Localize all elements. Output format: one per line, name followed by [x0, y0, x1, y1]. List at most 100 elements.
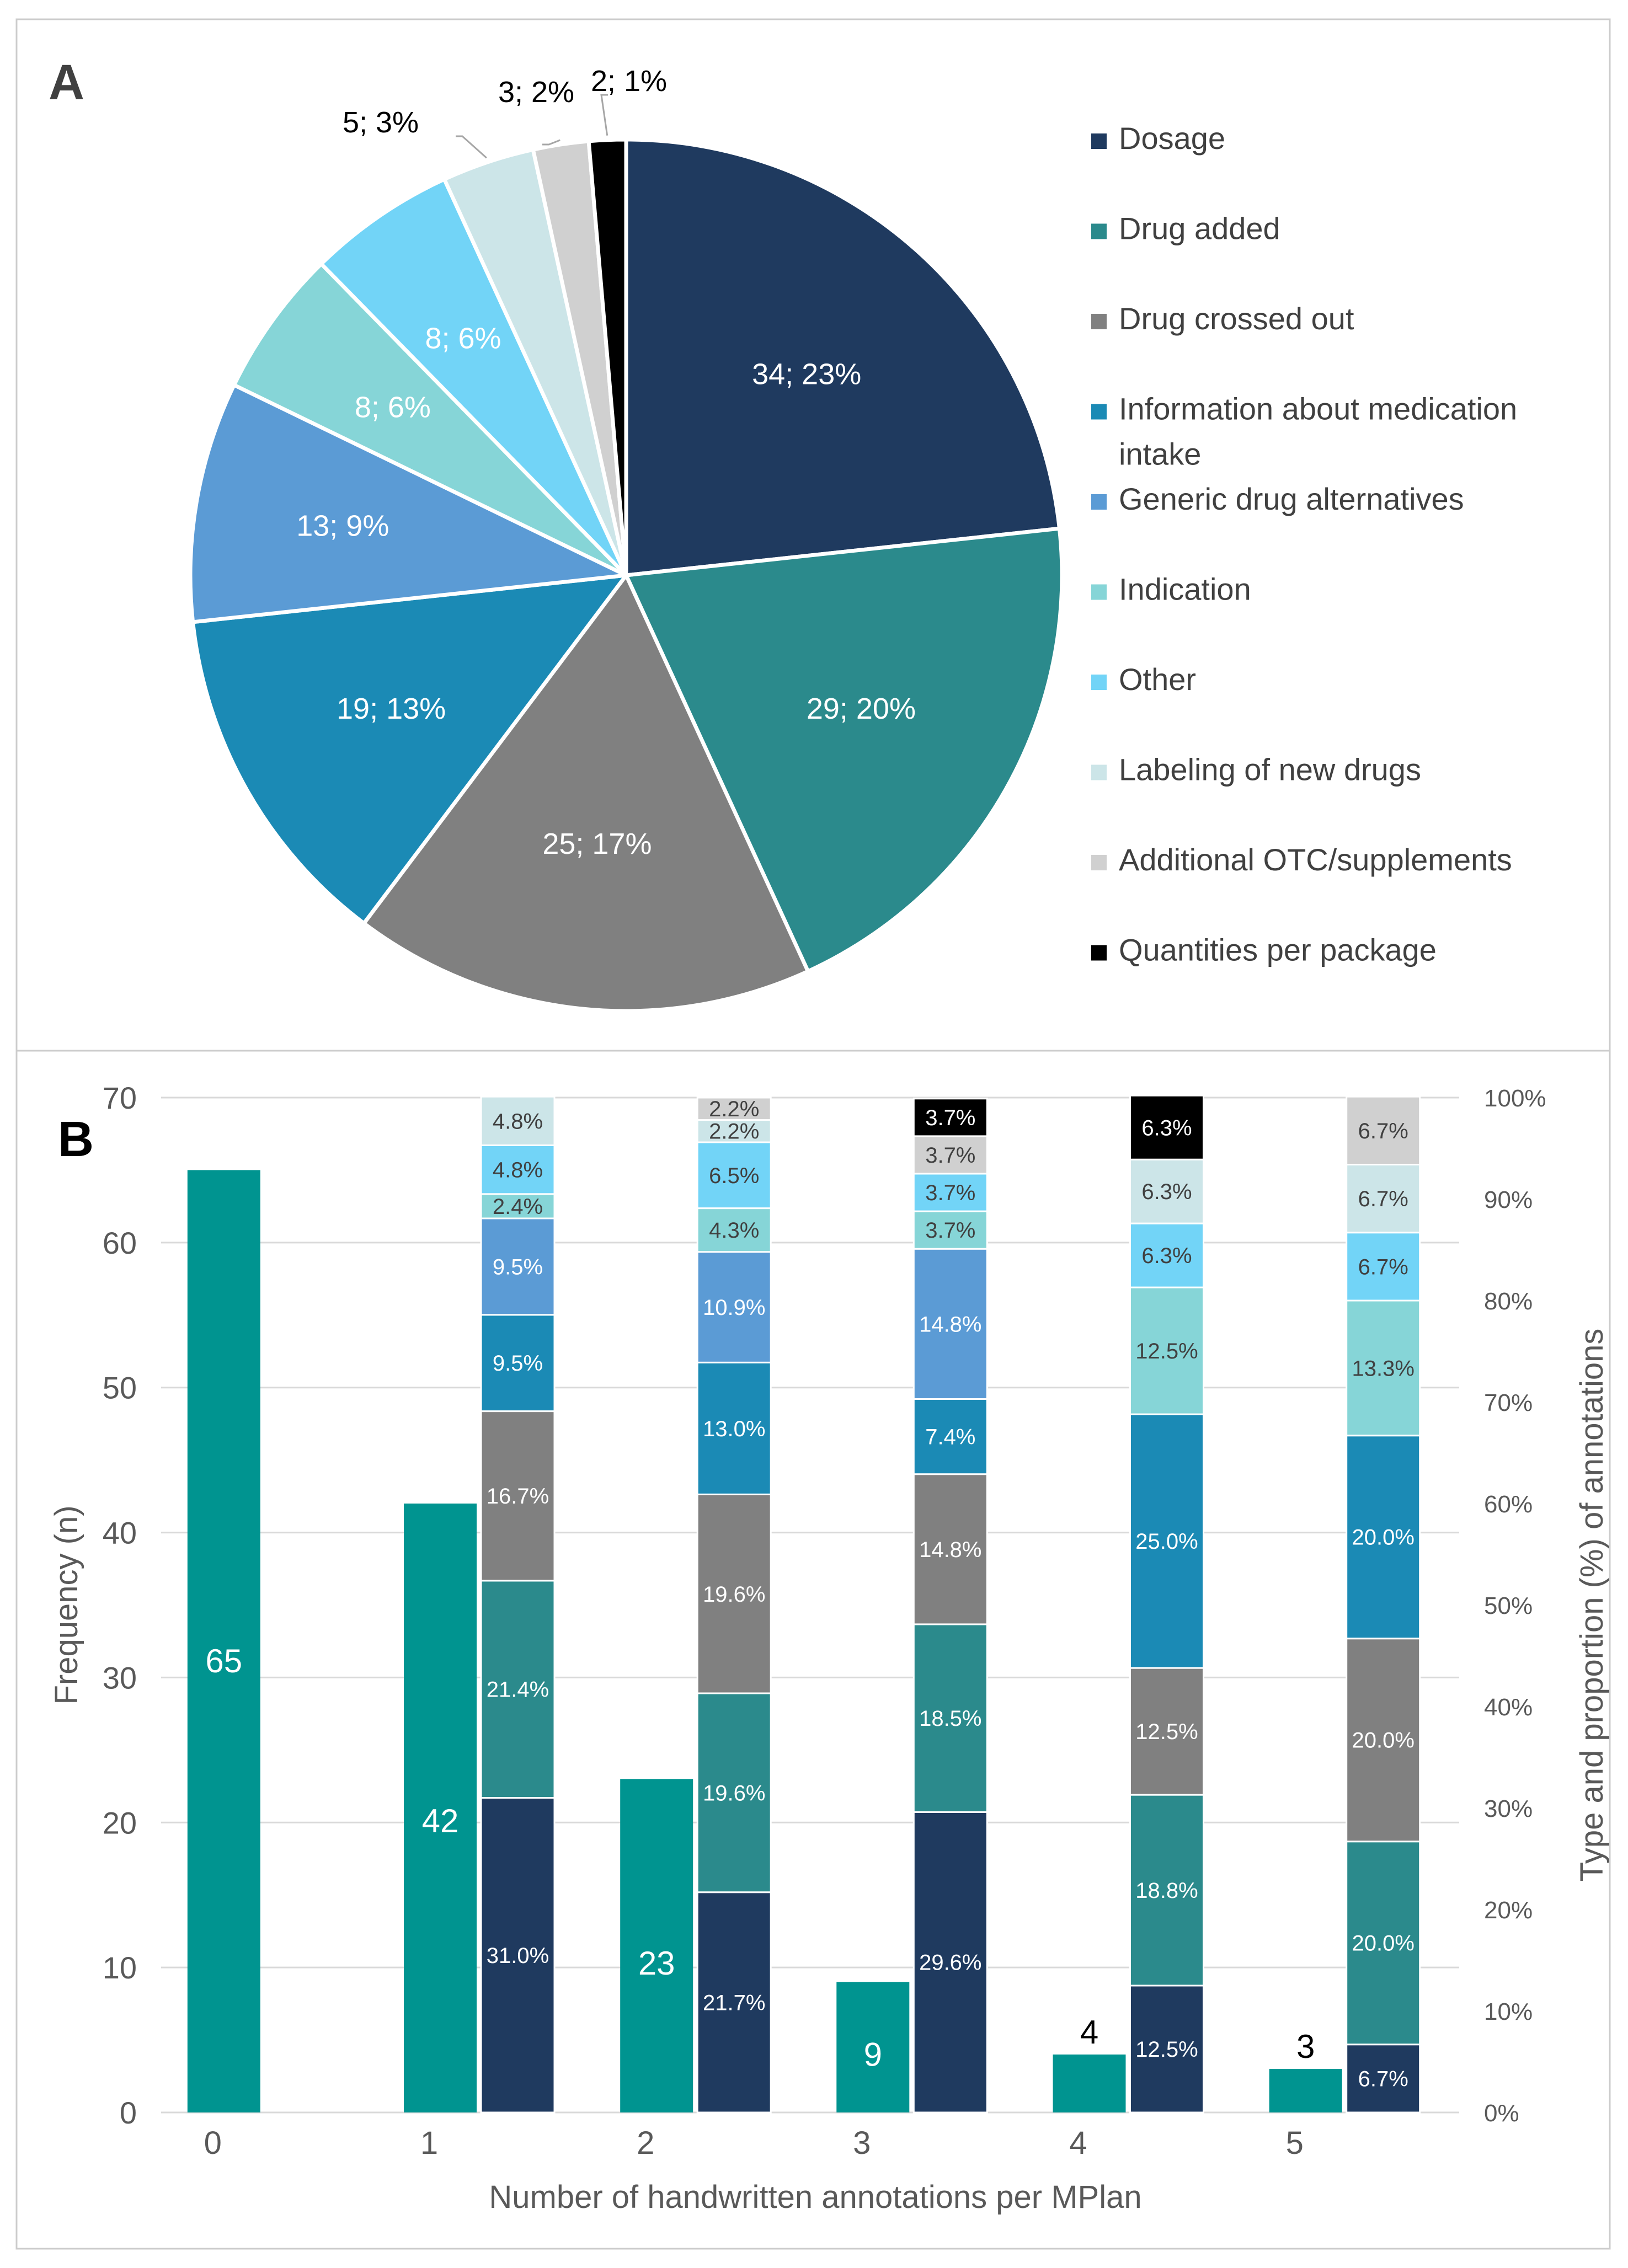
pie-slice-drug-added [623, 526, 1064, 974]
stacked-label-4-other: 6.3% [1141, 1244, 1192, 1268]
stacked-label-5-labeling-of-new-drugs: 6.7% [1358, 1187, 1408, 1211]
bar-chart: 0102030405060700%10%20%30%40%50%60%70%80… [49, 1080, 1610, 2215]
y-axis-title: Frequency (n) [49, 1505, 84, 1704]
frequency-label-1: 42 [422, 1802, 459, 1839]
stacked-bar-3-generic-drug-alternatives [912, 1248, 988, 1400]
stacked-label-1-drug-added: 21.4% [487, 1678, 549, 1702]
pie-leader-line [542, 139, 561, 146]
stacked-bar-3-other [912, 1173, 988, 1212]
y2-tick-label: 0% [1484, 2100, 1519, 2127]
stacked-label-3-dosage: 29.6% [919, 1951, 981, 1975]
pie-data-label-dosage: 34; 23% [752, 358, 861, 391]
x-tick-label: 3 [853, 2125, 871, 2161]
legend-label-additional-otc-supplements: Additional OTC/supplements [1119, 842, 1512, 877]
legend-swatch-labeling-of-new-drugs [1091, 764, 1107, 780]
y2-tick-label: 10% [1484, 1998, 1533, 2025]
stacked-label-4-drug-added: 18.8% [1135, 1879, 1198, 1903]
pie-slice-dosage [624, 137, 1062, 577]
pie-data-label-additional-otc-supplements: 3; 2% [498, 76, 574, 109]
y2-tick-label: 60% [1484, 1491, 1533, 1518]
pie-data-label-labeling-of-new-drugs: 5; 3% [343, 106, 419, 139]
legend-swatch-drug-added [1091, 223, 1107, 239]
y-tick-label: 10 [103, 1950, 137, 1985]
stacked-bar-4-information-about-medication-intake [1129, 1413, 1204, 1669]
legend-swatch-quantities-per-package [1091, 945, 1107, 961]
stacked-label-5-drug-added: 20.0% [1352, 1932, 1414, 1956]
stacked-label-5-information-about-medication-intake: 20.0% [1352, 1526, 1414, 1550]
panel-b-label: B [58, 1112, 94, 1167]
stacked-label-4-dosage: 12.5% [1135, 2037, 1198, 2062]
pie-slice-information-about-medication-intake [190, 573, 631, 926]
y2-tick-label: 20% [1484, 1897, 1533, 1924]
y-tick-label: 30 [103, 1660, 137, 1695]
stacked-bar-5-drug-crossed-out [1346, 1638, 1421, 1843]
stacked-label-2-drug-crossed-out: 19.6% [703, 1582, 765, 1607]
y2-tick-label: 40% [1484, 1694, 1533, 1721]
legend-label-line: Information about medication [1119, 392, 1517, 426]
pie-chart: 34; 23% 29; 20% 25; 17% 19; 13% 13; 9% 8; 6% 8… [188, 65, 1064, 1013]
legend-swatch-dosage [1091, 133, 1107, 149]
legend-label-labeling-of-new-drugs: Labeling of new drugs [1119, 752, 1421, 787]
pie-slice-other [318, 176, 628, 577]
stacked-label-2-additional-otc-supplements: 2.2% [709, 1097, 759, 1121]
stacked-label-1-indication: 2.4% [493, 1195, 543, 1219]
legend-label-information-about-medication-intake: Information about medication intake [1119, 392, 1517, 472]
x-tick-label: 1 [420, 2125, 438, 2161]
stacked-label-3-indication: 3.7% [925, 1218, 975, 1243]
stacked-label-3-quantities-per-package: 3.7% [925, 1106, 975, 1130]
legend-label-other: Other [1119, 662, 1196, 697]
stacked-bar-5-drug-added [1346, 1841, 1421, 2046]
stacked-label-1-labeling-of-new-drugs: 4.8% [493, 1109, 543, 1133]
y2-axis-title: Type and proportion (%) of annotations [1574, 1329, 1610, 1882]
pie-leader-line [456, 135, 487, 159]
stacked-label-2-generic-drug-alternatives: 10.9% [703, 1296, 765, 1320]
stacked-bar-1-labeling-of-new-drugs [480, 1095, 556, 1146]
frequency-bar-4 [1053, 2054, 1126, 2112]
frequency-bar-0 [187, 1170, 260, 2112]
stacked-label-3-drug-added: 18.5% [919, 1707, 981, 1731]
stacked-label-4-information-about-medication-intake: 25.0% [1135, 1529, 1198, 1554]
stacked-bar-3-additional-otc-supplements [912, 1135, 988, 1175]
frequency-label-4: 4 [1080, 2014, 1098, 2051]
stacked-bar-4-indication [1129, 1286, 1204, 1415]
frequency-label-3: 9 [864, 2036, 882, 2073]
stacked-label-1-other: 4.8% [493, 1158, 543, 1183]
stacked-label-3-additional-otc-supplements: 3.7% [925, 1143, 975, 1168]
x-tick-label: 5 [1286, 2125, 1304, 2161]
x-tick-label: 4 [1069, 2125, 1087, 2161]
frequency-bar-2 [620, 1779, 693, 2112]
stacked-bar-3-drug-crossed-out [912, 1473, 988, 1625]
x-tick-label: 0 [204, 2125, 222, 2161]
pie-data-label-other: 8; 6% [425, 322, 501, 355]
stacked-label-5-drug-crossed-out: 20.0% [1352, 1729, 1414, 1753]
legend-label-line: intake [1119, 437, 1201, 472]
stacked-label-3-generic-drug-alternatives: 14.8% [919, 1312, 981, 1336]
stacked-bar-2-information-about-medication-intake [696, 1361, 772, 1495]
stacked-label-2-indication: 4.3% [709, 1218, 759, 1243]
stacked-bar-1-other [480, 1144, 556, 1195]
stacked-label-2-dosage: 21.7% [703, 1991, 765, 2015]
frequency-bar-3 [836, 1982, 910, 2112]
stacked-label-1-dosage: 31.0% [487, 1944, 549, 1968]
pie-slice-drug-crossed-out [361, 571, 811, 1013]
stacked-label-5-other: 6.7% [1358, 1255, 1408, 1279]
y-tick-label: 60 [103, 1226, 137, 1260]
y2-tick-label: 50% [1484, 1592, 1533, 1619]
y-tick-label: 50 [103, 1371, 137, 1405]
y2-tick-label: 70% [1484, 1389, 1533, 1416]
y-tick-label: 20 [103, 1805, 137, 1840]
stacked-bar-3-quantities-per-package [912, 1098, 988, 1137]
stacked-label-1-generic-drug-alternatives: 9.5% [493, 1255, 543, 1279]
stacked-label-3-information-about-medication-intake: 7.4% [925, 1425, 975, 1449]
y2-tick-label: 80% [1484, 1288, 1533, 1315]
stacked-label-3-drug-crossed-out: 14.8% [919, 1538, 981, 1562]
stacked-bar-3-dosage [912, 1811, 988, 2114]
stacked-bar-2-drug-added [696, 1692, 772, 1893]
legend-label-drug-crossed-out: Drug crossed out [1119, 301, 1354, 336]
stacked-label-2-drug-added: 19.6% [703, 1781, 765, 1805]
stacked-bar-3-drug-added [912, 1623, 988, 1813]
legend-swatch-generic-drug-alternatives [1091, 494, 1107, 510]
panel-a-label: A [49, 55, 84, 110]
frequency-label-2: 23 [638, 1945, 675, 1982]
